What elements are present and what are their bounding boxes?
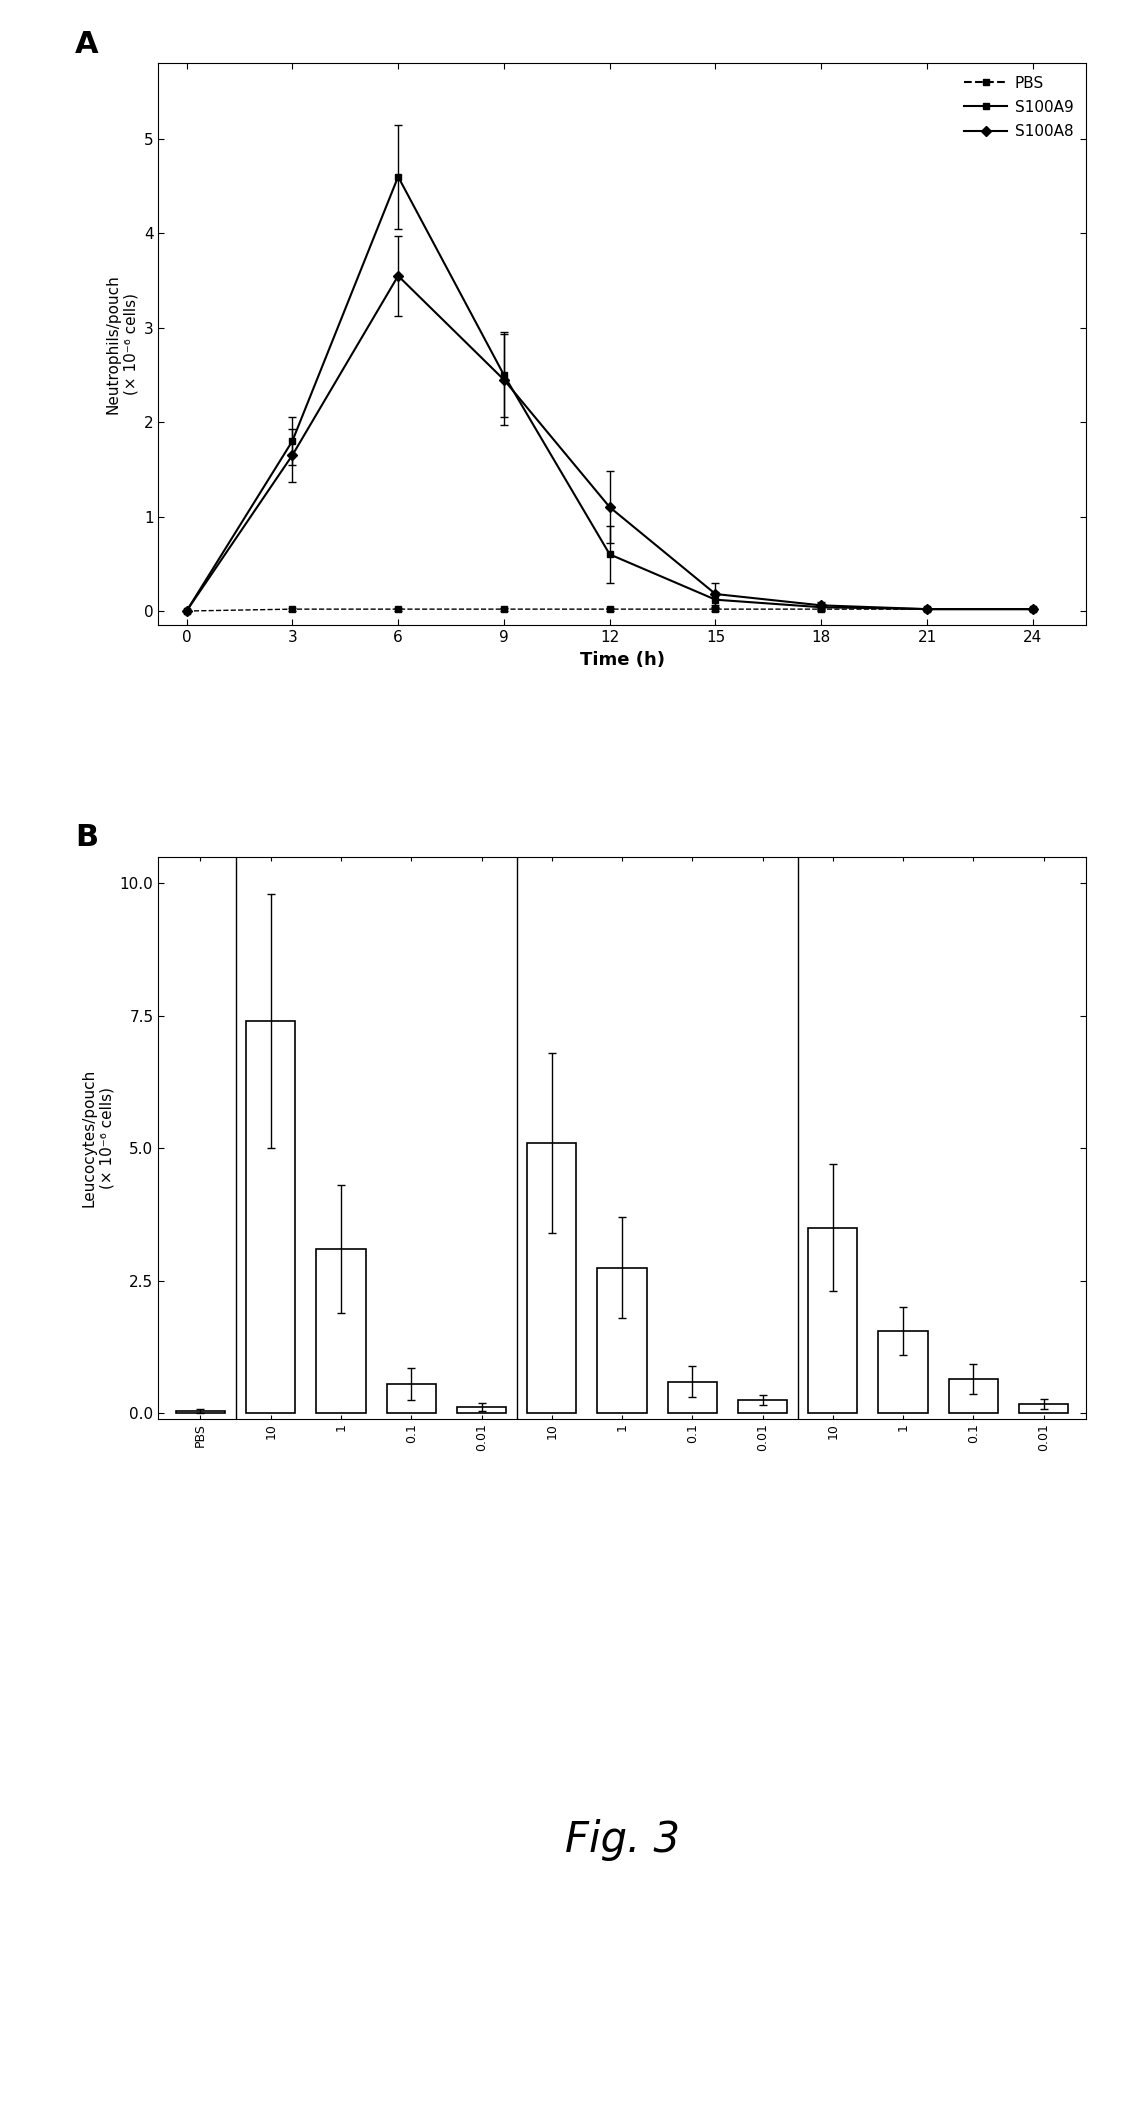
Bar	[809, 1228, 857, 1414]
Text: A: A	[75, 30, 98, 59]
Bar	[739, 1399, 787, 1414]
Bar	[176, 1410, 225, 1414]
Legend: PBS, S100A9, S100A8: PBS, S100A9, S100A8	[960, 72, 1078, 144]
Bar	[457, 1408, 506, 1414]
Y-axis label: Neutrophils/pouch
(× 10⁻⁶ cells): Neutrophils/pouch (× 10⁻⁶ cells)	[106, 275, 138, 414]
Bar	[1019, 1404, 1068, 1414]
Text: B: B	[75, 822, 98, 852]
X-axis label: Time (h): Time (h)	[579, 651, 665, 668]
Bar	[949, 1378, 998, 1414]
Bar	[527, 1144, 577, 1414]
Y-axis label: Leucocytes/pouch
(× 10⁻⁶ cells): Leucocytes/pouch (× 10⁻⁶ cells)	[81, 1070, 114, 1207]
Bar	[387, 1385, 435, 1414]
Bar	[667, 1383, 717, 1414]
Bar	[597, 1268, 647, 1414]
Bar	[247, 1021, 295, 1414]
Bar	[879, 1332, 927, 1414]
Text: Fig. 3: Fig. 3	[564, 1818, 680, 1860]
Bar	[317, 1249, 365, 1414]
